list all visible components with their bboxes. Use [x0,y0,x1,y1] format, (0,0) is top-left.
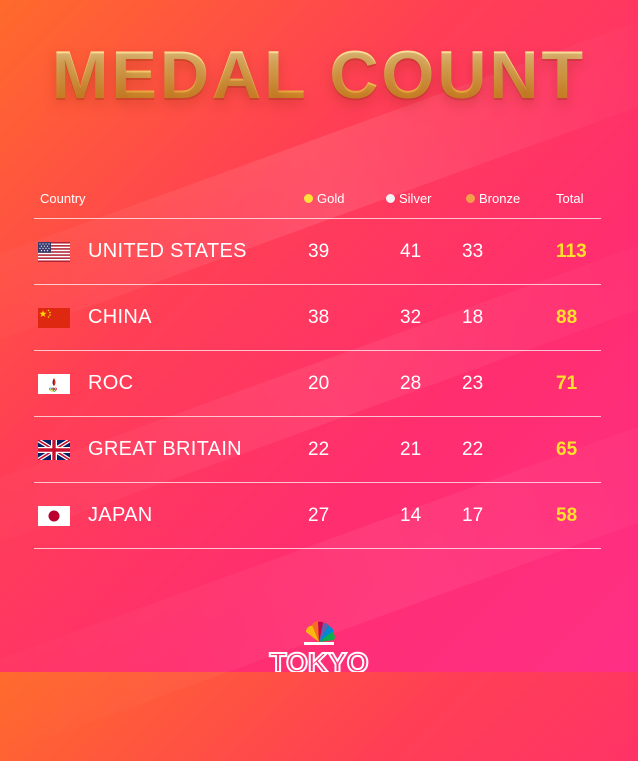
total-count: 58 [556,504,578,526]
table-row: GREAT BRITAIN 22 21 22 65 [34,417,601,483]
bronze-count: 22 [462,438,484,460]
header-bronze: Bronze [460,191,556,206]
us-flag-icon [38,241,70,262]
gold-count: 27 [308,504,330,526]
footer-logo-text: TOKYO [269,647,368,672]
nbc-peacock-icon: TOKYO [268,621,370,672]
tokyo-nbc-logo: TOKYO [0,618,638,677]
silver-count: 41 [400,240,422,262]
country-cell: UNITED STATES [34,240,280,263]
bronze-count: 23 [462,372,484,394]
table-row: UNITED STATES 39 41 33 113 [34,219,601,285]
total-count: 113 [556,240,587,262]
uk-flag-icon [38,439,70,460]
country-cell: ROC [34,372,280,395]
country-name: ROC [88,372,134,394]
gold-count: 38 [308,306,330,328]
header-bronze-label: Bronze [479,190,521,206]
header-gold: Gold [280,191,380,206]
bronze-count: 18 [462,306,484,328]
silver-count: 14 [400,504,422,526]
gold-count: 22 [308,438,330,460]
table-row: ROC 20 28 23 71 [34,351,601,417]
country-cell: CHINA [34,306,280,329]
silver-count: 32 [400,306,422,328]
country-name: CHINA [88,306,152,328]
header-silver-label: Silver [399,190,432,206]
country-cell: GREAT BRITAIN [34,438,280,461]
bronze-count: 33 [462,240,484,262]
country-name: UNITED STATES [88,240,247,262]
table-row: CHINA 38 32 18 88 [34,285,601,351]
header-silver: Silver [380,191,460,206]
header-country: Country [40,190,86,206]
country-name: GREAT BRITAIN [88,438,242,460]
bronze-count: 17 [462,504,484,526]
gold-dot-icon [304,193,313,203]
bronze-dot-icon [466,193,475,203]
china-flag-icon [38,307,70,328]
total-count: 88 [556,306,578,328]
silver-count: 28 [400,372,422,394]
roc-flag-icon [38,373,70,394]
header-gold-label: Gold [317,190,345,206]
total-count: 65 [556,438,578,460]
gold-count: 20 [308,372,330,394]
gold-count: 39 [308,240,330,262]
table-row: JAPAN 27 14 17 58 [34,483,601,549]
page-title: MEDAL COUNT [0,36,638,114]
header-total: Total [556,190,584,206]
country-name: JAPAN [88,504,153,526]
total-count: 71 [556,372,578,394]
table-header: Country Gold Silver Bronze Total [34,178,601,219]
country-cell: JAPAN [34,504,280,527]
silver-count: 21 [400,438,422,460]
silver-dot-icon [386,193,395,203]
medal-table: Country Gold Silver Bronze Total [34,178,601,549]
japan-flag-icon [38,505,70,526]
